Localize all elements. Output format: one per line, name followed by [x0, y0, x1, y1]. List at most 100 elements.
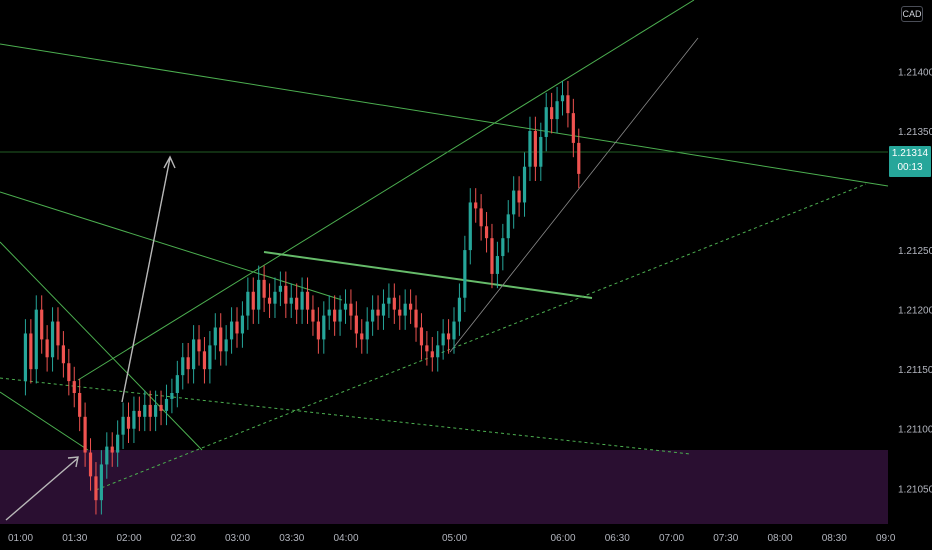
demand-zone — [0, 450, 888, 524]
candle-body — [50, 321, 55, 358]
candle-body — [213, 327, 217, 346]
candle-body — [452, 321, 456, 340]
candle-body — [289, 297, 293, 304]
x-tick-label: 03:00 — [225, 533, 250, 544]
x-tick-label: 08:00 — [768, 533, 793, 544]
lower-left-trendline — [0, 391, 89, 451]
candle-body — [468, 202, 472, 251]
candle-body — [560, 95, 565, 102]
candle-body — [40, 309, 44, 340]
candle-body — [56, 321, 60, 346]
arrow-head-lower — [67, 456, 79, 468]
price-axis-ticks: 1.21400 1.21350 1.21250 1.21200 1.21150 1.211… — [898, 67, 932, 495]
candle-body — [371, 309, 375, 322]
candle-body — [446, 333, 451, 340]
candle-body — [544, 107, 548, 137]
candle-body — [45, 339, 49, 358]
candle-body — [110, 446, 114, 453]
arrow-head-upper — [163, 155, 176, 169]
candle-body — [316, 321, 320, 340]
projection-arrow-lower — [5, 457, 79, 521]
candle-body — [392, 297, 396, 310]
time-axis-ticks: 01:00 01:30 02:00 02:30 03:00 03:30 04:00 05:00… — [8, 533, 896, 544]
candle-body — [23, 333, 28, 382]
candle-body — [419, 327, 424, 346]
candle-body — [311, 309, 315, 322]
candle-body — [338, 309, 342, 322]
candle-body — [208, 345, 212, 370]
currency-badge[interactable]: CAD — [901, 6, 923, 22]
x-tick-label: 01:30 — [62, 533, 87, 544]
candle-body — [273, 291, 277, 304]
candle-body — [126, 416, 131, 429]
candle-body — [333, 309, 337, 322]
candle-body — [550, 107, 554, 120]
candle-body — [267, 297, 272, 304]
candle-body — [61, 345, 65, 364]
candle-body — [490, 238, 494, 274]
bar-countdown: 00:13 — [897, 162, 923, 173]
candle-body — [430, 351, 434, 358]
candle-body — [72, 381, 76, 393]
candle-body — [555, 101, 559, 120]
candle-body — [235, 321, 239, 334]
candle-body — [343, 303, 348, 310]
candle-body — [425, 345, 429, 352]
candle-body — [116, 434, 120, 453]
candle-body — [132, 410, 136, 429]
candle-body — [533, 131, 537, 167]
candle-body — [99, 464, 103, 501]
x-tick-label: 05:00 — [442, 533, 467, 544]
last-price-value: 1.21314 — [891, 148, 929, 159]
candle-body — [512, 190, 516, 215]
candle-body — [403, 303, 407, 316]
candle-body — [463, 250, 467, 298]
candle-body — [528, 131, 532, 167]
candle-body — [29, 333, 33, 370]
y-tick-label: 1.21150 — [898, 365, 932, 376]
candle-body — [202, 351, 207, 370]
descending-channel-top — [0, 43, 889, 187]
candle-body — [305, 291, 310, 310]
candle-body — [246, 291, 250, 316]
y-tick-label: 1.21200 — [898, 306, 932, 317]
descending-channel-mid — [0, 191, 343, 301]
candle-body — [457, 297, 462, 322]
candle-body — [354, 315, 358, 334]
candle-body — [181, 357, 185, 376]
candle-body — [219, 327, 223, 352]
candle-body — [164, 398, 169, 411]
candle-body — [506, 214, 510, 239]
dashed-support-line — [0, 377, 691, 455]
x-tick-label: 07:30 — [713, 533, 738, 544]
candle-body — [143, 404, 147, 417]
candle-body — [495, 256, 499, 274]
y-tick-label: 1.21100 — [898, 425, 932, 436]
candle-body — [300, 291, 304, 310]
candles — [23, 80, 581, 515]
y-tick-label: 1.21400 — [898, 67, 932, 78]
candle-body — [240, 315, 245, 334]
candle-body — [257, 279, 261, 310]
candle-body — [484, 226, 489, 239]
candle-body — [387, 297, 391, 304]
candle-body — [522, 166, 527, 203]
candle-body — [474, 202, 478, 209]
candle-body — [170, 393, 174, 399]
candle-body — [229, 321, 234, 340]
candle-body — [78, 393, 82, 417]
candle-body — [159, 404, 163, 411]
candle-body — [34, 309, 38, 370]
last-price-tag: 1.21314 00:13 — [889, 146, 931, 177]
x-tick-label: 08:30 — [822, 533, 847, 544]
candle-body — [197, 339, 201, 352]
x-tick-label: 04:00 — [334, 533, 359, 544]
plot-background — [0, 0, 888, 524]
candle-body — [284, 285, 288, 304]
candle-body — [186, 357, 190, 370]
y-tick-label: 1.21350 — [898, 127, 932, 138]
trendline-drawings — [0, 0, 889, 521]
candle-body — [398, 309, 402, 316]
